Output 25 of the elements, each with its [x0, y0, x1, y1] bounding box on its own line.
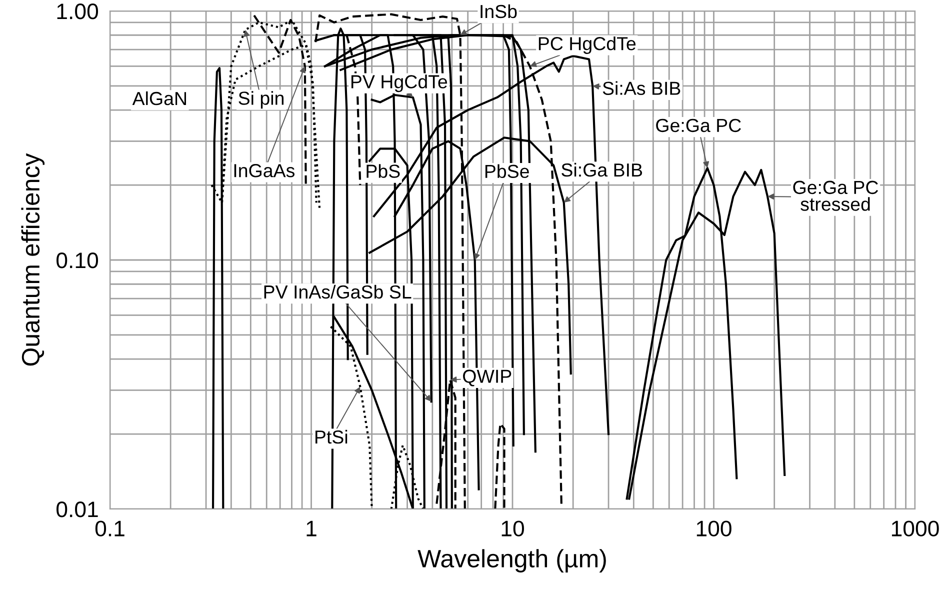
annotation: PC HgCdTe	[538, 36, 636, 54]
x-tick-label: 0.1	[95, 520, 124, 536]
y-tick-label: 0.10	[56, 252, 98, 268]
annotation: Si:Ga BIB	[562, 162, 642, 177]
x-tick-label: 1	[306, 520, 316, 536]
x-tick-label: 1000	[892, 520, 939, 536]
annotation: PV HgCdTe	[351, 74, 448, 92]
annotation: Si:As BIB	[602, 81, 680, 95]
annotation: QWIP	[463, 370, 512, 386]
annotation: AlGaN	[132, 91, 186, 106]
annotation: PbSe	[485, 164, 529, 178]
annotation: Ge:Ga PC	[656, 118, 741, 132]
annotation: PV InAs/GaSb SL	[264, 284, 412, 299]
annotation: Si pin	[238, 91, 284, 109]
y-axis-title: Quantum efficiency	[21, 153, 45, 366]
y-tick-label: 0.01	[56, 502, 98, 518]
annotation: Ge:Ga PC stressed	[793, 180, 878, 211]
annotation: InSb	[480, 4, 517, 18]
y-tick-label: 1.00	[57, 4, 98, 20]
x-tick-label: 10	[502, 520, 524, 536]
x-axis-title: Wavelength (µm)	[418, 549, 606, 572]
x-tick-label: 100	[696, 520, 732, 536]
annotation: PtSi	[316, 430, 348, 444]
annotation: InGaAs	[234, 164, 294, 178]
annotation: PbS	[366, 164, 400, 178]
